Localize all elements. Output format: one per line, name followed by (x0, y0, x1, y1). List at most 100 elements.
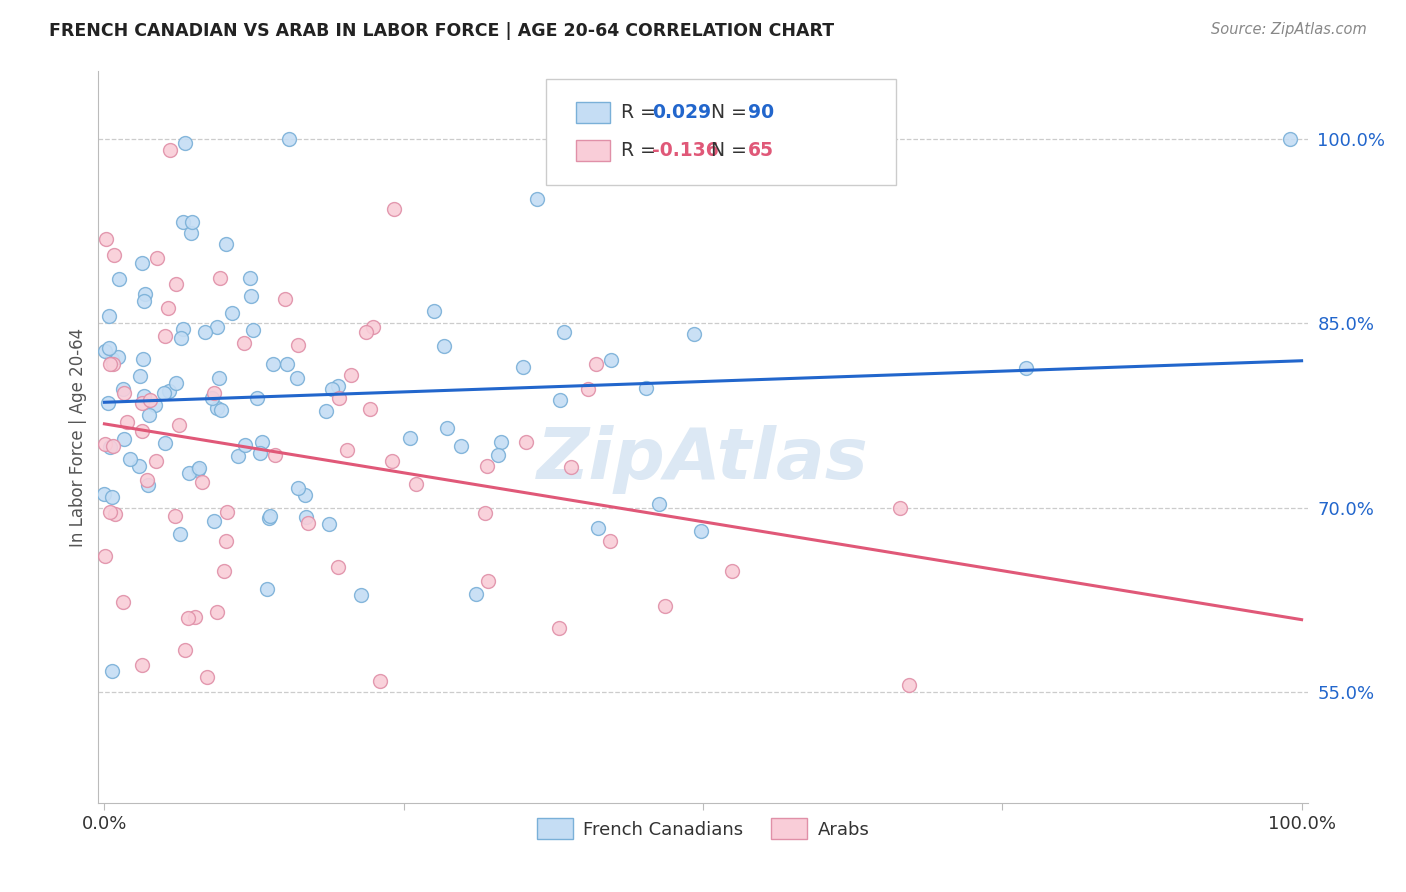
Text: 65: 65 (748, 141, 773, 160)
Point (526, 192, 548, 206)
Point (315, 404, 337, 418)
Point (287, 481, 309, 495)
Point (208, 270, 231, 285)
Point (145, 454, 167, 468)
Point (690, 524, 713, 538)
Point (205, 605, 228, 619)
Point (1278, 132, 1301, 146)
Point (423, 304, 446, 318)
Point (143, 398, 166, 412)
Point (202, 514, 225, 528)
Point (170, 331, 193, 345)
Point (433, 338, 456, 352)
Point (350, 588, 373, 602)
Point (238, 270, 260, 285)
Point (474, 506, 496, 520)
Point (93, 436, 115, 450)
Text: R =: R = (621, 103, 662, 122)
Point (152, 386, 174, 401)
Point (405, 476, 427, 491)
Text: 90: 90 (748, 103, 773, 122)
Point (93, 487, 115, 501)
Point (94, 344, 117, 359)
Point (246, 391, 269, 405)
Point (547, 621, 569, 635)
Point (128, 459, 150, 474)
Point (167, 418, 190, 433)
Point (131, 424, 153, 438)
Point (184, 610, 207, 624)
Point (250, 434, 273, 449)
Point (215, 533, 238, 548)
Legend: French Canadians, Arabs: French Canadians, Arabs (529, 811, 877, 847)
Point (340, 368, 363, 382)
Point (491, 435, 513, 450)
Point (328, 391, 350, 405)
Point (294, 488, 316, 502)
Point (259, 508, 281, 523)
Point (548, 392, 571, 407)
Point (898, 678, 921, 692)
Point (180, 215, 202, 229)
Point (98, 309, 121, 323)
Point (720, 564, 742, 578)
Point (132, 294, 155, 309)
FancyBboxPatch shape (546, 78, 897, 185)
Point (100, 665, 122, 679)
Point (359, 402, 381, 417)
Point (187, 460, 209, 475)
Point (187, 463, 209, 477)
Point (233, 438, 256, 452)
Point (195, 670, 218, 684)
Text: FRENCH CANADIAN VS ARAB IN LABOR FORCE | AGE 20-64 CORRELATION CHART: FRENCH CANADIAN VS ARAB IN LABOR FORCE |… (49, 22, 834, 40)
Point (135, 473, 157, 487)
Point (560, 460, 582, 475)
Point (101, 490, 124, 504)
Point (194, 325, 217, 339)
FancyBboxPatch shape (576, 140, 610, 161)
Point (217, 505, 239, 519)
Point (177, 467, 200, 481)
Point (101, 438, 124, 452)
Point (321, 382, 343, 396)
Point (212, 565, 235, 579)
Point (382, 202, 405, 217)
Text: Source: ZipAtlas.com: Source: ZipAtlas.com (1211, 22, 1367, 37)
Point (155, 329, 177, 343)
Point (233, 336, 256, 351)
Point (221, 306, 243, 320)
Point (256, 582, 278, 597)
Point (172, 321, 194, 335)
Point (295, 510, 318, 524)
Point (436, 420, 458, 434)
Point (477, 574, 499, 588)
Point (205, 401, 228, 415)
Point (262, 357, 284, 371)
Point (103, 248, 125, 262)
Point (208, 371, 231, 385)
Point (153, 435, 176, 450)
FancyBboxPatch shape (576, 102, 610, 122)
Point (97, 342, 120, 356)
Point (131, 657, 153, 672)
Point (202, 385, 225, 400)
Point (599, 534, 621, 549)
Point (205, 320, 228, 334)
Point (172, 215, 194, 229)
Point (159, 143, 181, 157)
Point (107, 351, 129, 365)
Point (297, 516, 319, 531)
Point (165, 509, 187, 524)
Text: -0.136: -0.136 (652, 141, 718, 160)
Point (634, 381, 657, 395)
Point (180, 226, 202, 240)
Point (553, 325, 575, 339)
Point (138, 408, 160, 422)
Text: R =: R = (621, 141, 662, 160)
Point (354, 326, 377, 340)
Text: N =: N = (699, 103, 754, 122)
Point (654, 599, 676, 614)
Point (361, 320, 384, 334)
Point (278, 132, 301, 146)
Point (368, 674, 391, 689)
